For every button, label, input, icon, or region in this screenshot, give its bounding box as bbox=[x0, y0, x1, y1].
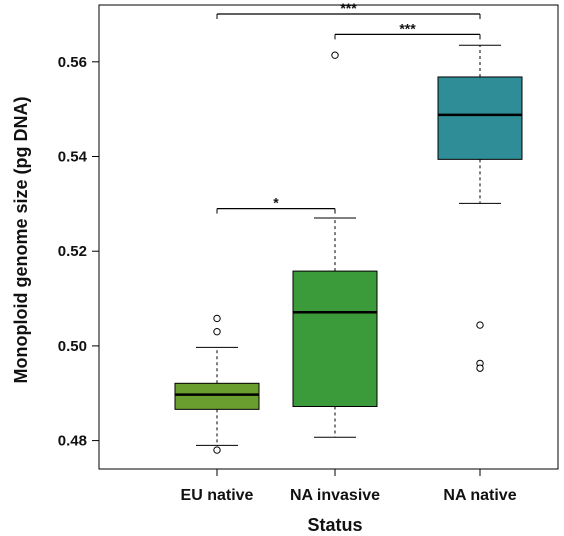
significance-brackets: ******* bbox=[216, 0, 481, 214]
y-tick-label: 0.54 bbox=[58, 149, 88, 166]
y-tick-label: 0.52 bbox=[58, 243, 87, 260]
significance-label: * bbox=[273, 195, 279, 211]
x-category-label: EU native bbox=[181, 487, 254, 504]
box-series bbox=[174, 44, 523, 454]
significance-label: *** bbox=[340, 0, 357, 16]
outlier-point bbox=[476, 364, 484, 372]
box-iqr bbox=[292, 270, 378, 408]
box-iqr bbox=[437, 76, 523, 160]
x-axis-title: Status bbox=[307, 515, 362, 535]
y-axis-ticks: 0.48 0.50 0.52 0.54 0.56 bbox=[58, 54, 99, 450]
box-iqr bbox=[174, 382, 260, 410]
box-na-native bbox=[437, 44, 523, 372]
box-eu-native bbox=[174, 314, 260, 454]
plot-frame bbox=[98, 4, 559, 470]
x-category-label: NA native bbox=[443, 487, 516, 504]
y-axis-title: Monoploid genome size (pg DNA) bbox=[11, 97, 31, 384]
x-category-label: NA invasive bbox=[290, 487, 380, 504]
outlier-point bbox=[213, 327, 221, 336]
y-tick-label: 0.48 bbox=[58, 433, 87, 450]
box-na-invasive bbox=[292, 51, 378, 438]
outlier-point bbox=[331, 51, 339, 59]
significance-label: *** bbox=[399, 20, 416, 36]
y-tick-label: 0.50 bbox=[58, 338, 87, 355]
y-tick-label: 0.56 bbox=[58, 54, 87, 71]
outlier-point bbox=[213, 446, 221, 454]
x-axis-ticks: EU native NA invasive NA native bbox=[181, 469, 517, 504]
outlier-point bbox=[213, 314, 221, 323]
outlier-point bbox=[476, 321, 484, 329]
